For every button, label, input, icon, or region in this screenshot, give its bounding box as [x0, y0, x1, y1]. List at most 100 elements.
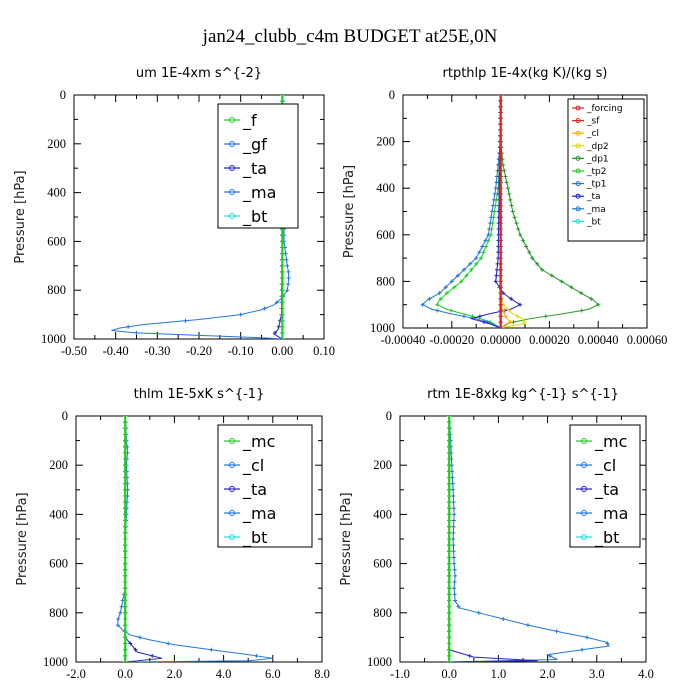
data-point-mc — [123, 653, 128, 658]
legend-label: _ta — [242, 480, 267, 500]
data-point-tp1 — [437, 291, 442, 296]
data-point-cl — [452, 586, 457, 591]
legend-marker — [229, 141, 235, 147]
data-point-dp1 — [543, 314, 548, 319]
data-point-forcing — [498, 244, 503, 249]
data-point-mc — [447, 573, 452, 578]
x-tick-label: -2.0 — [66, 667, 86, 681]
data-point-f — [280, 288, 285, 293]
data-point-forcing — [498, 279, 503, 284]
data-point-cl — [451, 500, 456, 505]
data-point-tp2 — [474, 261, 479, 266]
panel-1: um 1E-4xm s^{-2} -0.50 -0.40 -0.30 -0.20 -0.1… — [13, 66, 335, 358]
data-point-mc — [447, 530, 452, 535]
x-tick-label: -0.00040 — [381, 333, 426, 347]
legend-marker — [581, 534, 587, 540]
data-point-cl — [451, 506, 456, 511]
data-point-forcing — [498, 162, 503, 167]
legend-label: _ma — [594, 504, 628, 524]
series-group — [115, 416, 273, 662]
legend-marker — [229, 165, 235, 171]
y-tick-label: 600 — [49, 557, 68, 571]
data-point-mc — [123, 444, 128, 449]
data-point-mc — [447, 493, 452, 498]
data-point-mc — [447, 653, 452, 658]
data-point-ta — [467, 653, 472, 658]
legend-marker — [575, 218, 581, 224]
data-point-dp1 — [589, 296, 594, 301]
legend-label: _cl — [242, 456, 264, 476]
legend: _forcing _sf _cl _dp2 _dp1 _tp2 _tp1 _ta _ma _bt — [567, 98, 645, 242]
data-point-gf — [126, 324, 131, 329]
data-point-f — [280, 269, 285, 274]
data-point-mc — [447, 629, 452, 634]
data-point-mc — [447, 555, 452, 560]
data-point-mc — [123, 598, 128, 603]
data-point-mc — [123, 500, 128, 505]
data-point-mc — [447, 524, 452, 529]
data-point-tp1 — [486, 232, 491, 237]
data-point-mc — [123, 493, 128, 498]
x-tick-label: 0.0 — [117, 667, 133, 681]
data-point-mc — [447, 635, 452, 640]
data-point-mc — [447, 506, 452, 511]
panel-2: rtpthlp 1E-4x(kg K)/(kg s) -0.00040 -0.000… — [342, 66, 667, 347]
y-axis-label: Pressure [hPa] — [15, 492, 30, 585]
data-point-mc — [123, 512, 128, 517]
data-point-mc — [447, 592, 452, 597]
data-point-ta — [482, 320, 487, 325]
legend-label: _bt — [586, 217, 601, 227]
legend-marker — [575, 105, 581, 111]
data-point-tp2 — [444, 291, 449, 296]
data-point-gf — [283, 251, 288, 256]
data-point-gf — [286, 269, 291, 274]
x-tick-label: 0.00040 — [578, 333, 619, 347]
data-point-mc — [123, 420, 128, 425]
data-point-forcing — [498, 273, 503, 278]
data-point-dp1 — [514, 221, 519, 226]
series-line-tp1 — [421, 141, 502, 328]
data-point-cl — [476, 610, 481, 615]
data-point-dp1 — [505, 186, 510, 191]
data-point-forcing — [498, 133, 503, 138]
data-point-f — [280, 282, 285, 287]
data-point-mc — [123, 518, 128, 523]
data-point-cl — [605, 641, 610, 646]
data-point-dp1 — [521, 238, 526, 243]
data-point-f — [280, 337, 285, 339]
data-point-mc — [123, 561, 128, 566]
data-point-gf — [286, 276, 291, 280]
legend-label: _mc — [242, 432, 275, 452]
data-point-tp1 — [480, 244, 485, 249]
data-point-forcing — [498, 174, 503, 179]
data-point-mc — [123, 586, 128, 591]
data-point-cl — [451, 543, 456, 548]
data-point-tp1 — [490, 209, 495, 214]
panel-title: rtpthlp 1E-4x(kg K)/(kg s) — [443, 66, 608, 81]
data-point-cl — [451, 518, 456, 523]
legend-label: _dp2 — [586, 142, 609, 152]
panel-title: um 1E-4xm s^{-2} — [136, 66, 262, 81]
data-point-forcing — [498, 209, 503, 214]
legend-marker — [575, 130, 581, 136]
data-point-mc — [447, 549, 452, 554]
data-point-cl — [451, 530, 456, 535]
data-point-f — [280, 312, 285, 317]
x-tick-label: 1.0 — [491, 667, 507, 681]
legend-marker — [575, 206, 581, 212]
data-point-mc — [123, 567, 128, 572]
data-point-mc — [447, 432, 452, 437]
data-point-cl — [451, 524, 456, 529]
data-point-dp1 — [516, 226, 521, 231]
data-point-tp1 — [492, 192, 497, 197]
data-point-mc — [447, 537, 452, 541]
y-tick-label: 400 — [49, 507, 68, 521]
data-point-mc — [447, 487, 452, 492]
data-point-mc — [123, 660, 128, 662]
data-point-forcing — [498, 232, 503, 237]
legend-label: _ma — [586, 205, 606, 215]
data-point-mc — [123, 604, 128, 609]
data-point-mc — [123, 426, 128, 431]
data-point-mc — [123, 481, 128, 486]
data-point-mc — [123, 457, 128, 462]
